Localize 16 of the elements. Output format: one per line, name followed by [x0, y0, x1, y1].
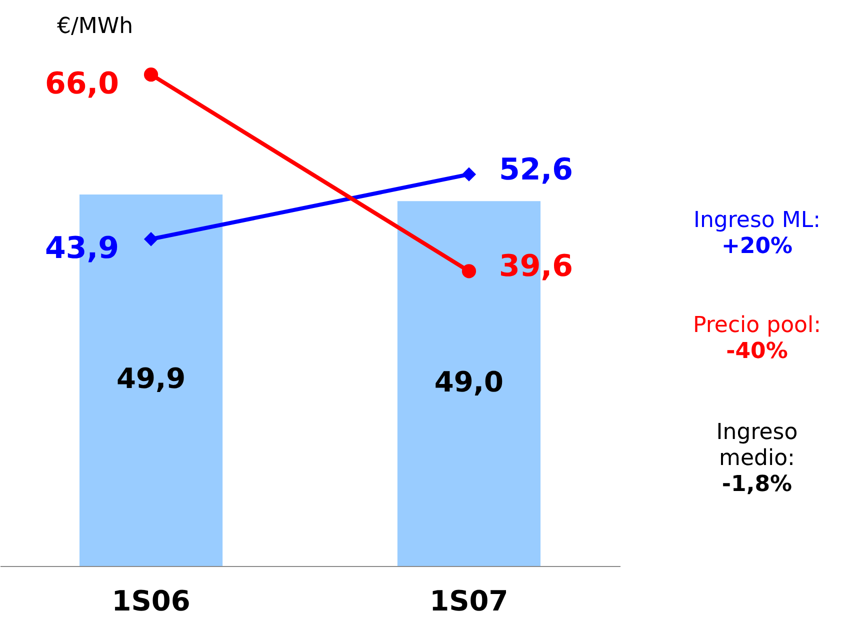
x-tick-label: 1S07: [430, 584, 508, 618]
y-axis-title: €/MWh: [56, 14, 134, 39]
data-label: 52,6: [498, 152, 574, 188]
point: [144, 232, 158, 246]
data-label: 43,9: [44, 231, 120, 266]
data-label: 49,9: [116, 362, 186, 396]
point: [144, 68, 158, 82]
data-label: 39,6: [498, 249, 574, 284]
data-label: 49,0: [434, 366, 504, 399]
data-label: 66,0: [44, 66, 120, 102]
text: Precio pool: -40%: [692, 313, 822, 364]
point: [462, 167, 476, 182]
text: Ingreso medio: -1,8%: [716, 420, 798, 497]
text: Ingreso ML: +20%: [693, 208, 821, 259]
x-tick-label: 1S06: [112, 584, 190, 618]
point: [462, 264, 476, 278]
